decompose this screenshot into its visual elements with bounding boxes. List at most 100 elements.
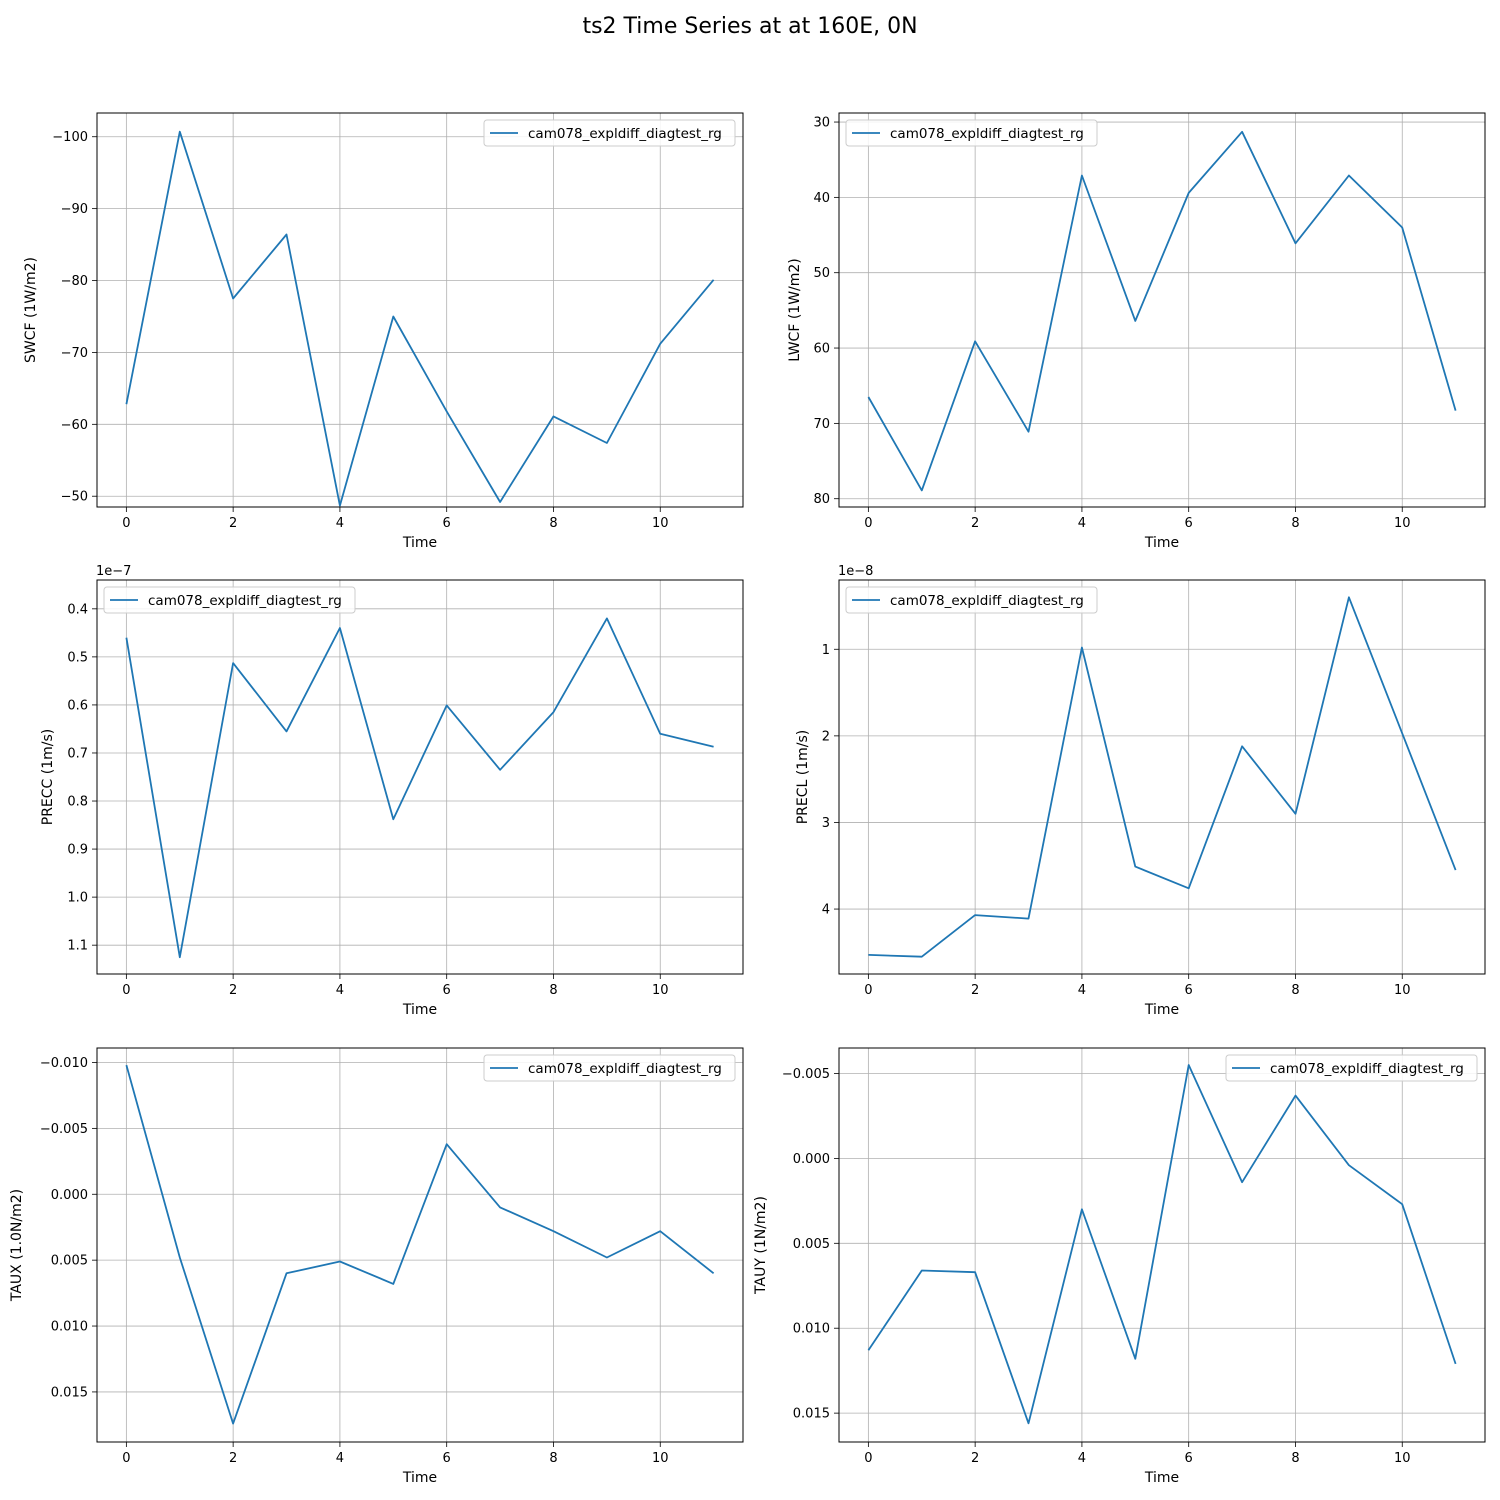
x-axis-label: Time (402, 1002, 437, 1018)
legend-label: cam078_expldiff_diagtest_rg (528, 126, 722, 142)
legend-box (845, 586, 1098, 614)
y-axis-label: TAUY (1N/m2) (753, 1196, 769, 1295)
y-tick-label: −0.005 (782, 1067, 830, 1082)
x-axis-label: Time (1144, 1002, 1179, 1018)
subplot-5: 0 2 4 6 8 10 −0.010 −0.005 0.000 0.005 0.010 0.015 T… (9, 1047, 744, 1486)
x-tick-label: 10 (1394, 983, 1411, 998)
x-tick-label: 8 (1291, 1451, 1299, 1466)
x-tick-label: 4 (1078, 1451, 1086, 1466)
axes-frame (838, 112, 1486, 508)
x-tick-label: 6 (1185, 983, 1193, 998)
legend: cam078_expldiff_diagtest_rg (483, 119, 736, 147)
y-axis-label: PRECC (1m/s) (40, 729, 56, 826)
x-tick-label: 2 (229, 1451, 237, 1466)
x-axis-label: Time (1144, 535, 1179, 551)
x-tick-label: 2 (971, 983, 979, 998)
legend-label: cam078_expldiff_diagtest_rg (890, 593, 1084, 609)
x-tick-label: 8 (1291, 516, 1299, 531)
x-tick-label: 0 (864, 983, 872, 998)
legend-label: cam078_expldiff_diagtest_rg (148, 593, 342, 609)
x-tick-label: 10 (652, 1451, 669, 1466)
series-line (125, 130, 715, 507)
legend: cam078_expldiff_diagtest_rg (845, 586, 1098, 614)
y-tick-label: 0.015 (51, 1385, 88, 1400)
x-axis-label: Time (402, 535, 437, 551)
legend-label: cam078_expldiff_diagtest_rg (528, 1061, 722, 1077)
legend: cam078_expldiff_diagtest_rg (483, 1054, 736, 1082)
y-offset-label: 1e−8 (838, 564, 873, 579)
y-tick-label: 0.005 (51, 1254, 88, 1269)
x-tick-label: 4 (336, 1451, 344, 1466)
y-tick-label: 1.0 (67, 891, 88, 906)
y-tick-label: 0.005 (793, 1237, 830, 1252)
legend-box (1225, 1054, 1478, 1082)
y-tick-label: −60 (61, 418, 88, 433)
y-axis-label: PRECL (1m/s) (795, 730, 811, 825)
series-line (867, 1064, 1457, 1425)
subplot-2: 0 2 4 6 8 10 30 40 50 60 70 80 Time LWCF (1W/m2) cam07… (787, 112, 1486, 551)
x-tick-label: 6 (443, 516, 451, 531)
y-tick-label: −50 (61, 490, 88, 505)
x-tick-label: 8 (549, 516, 557, 531)
figure-title: ts2 Time Series at at 160E, 0N (582, 14, 918, 39)
x-tick-label: 0 (864, 516, 872, 531)
x-tick-label: 2 (971, 516, 979, 531)
x-tick-label: 10 (652, 516, 669, 531)
x-tick-label: 0 (122, 516, 130, 531)
x-axis-label: Time (1144, 1470, 1179, 1486)
subplot-3: 0 2 4 6 8 10 0.4 0.5 0.6 0.7 0.8 0.9 1.0 1.1 Time PRECC… (40, 564, 744, 1018)
axes-frame (96, 1047, 744, 1443)
x-tick-label: 8 (549, 1451, 557, 1466)
y-axis-label: TAUX (1.0N/m2) (9, 1189, 25, 1302)
axes-frame (838, 579, 1486, 975)
x-tick-label: 6 (1185, 516, 1193, 531)
x-tick-label: 6 (1185, 1451, 1193, 1466)
y-tick-label: 0.6 (67, 698, 88, 713)
y-tick-label: −80 (61, 274, 88, 289)
x-tick-label: 6 (443, 1451, 451, 1466)
x-tick-label: 10 (1394, 1451, 1411, 1466)
x-tick-label: 8 (549, 983, 557, 998)
axes-frame (96, 579, 744, 975)
legend-box (483, 119, 736, 147)
legend: cam078_expldiff_diagtest_rg (1225, 1054, 1478, 1082)
x-tick-label: 6 (443, 983, 451, 998)
legend-box (483, 1054, 736, 1082)
x-tick-label: 4 (1078, 516, 1086, 531)
x-tick-label: 0 (122, 1451, 130, 1466)
legend: cam078_expldiff_diagtest_rg (103, 586, 356, 614)
legend: cam078_expldiff_diagtest_rg (845, 119, 1098, 147)
subplot-1: 0 2 4 6 8 10 −100 −90 −80 −70 −60 −50 Time SWCF (1W/m… (23, 112, 744, 551)
series-line (867, 130, 1457, 492)
x-tick-label: 2 (229, 983, 237, 998)
y-tick-label: 0.000 (51, 1188, 88, 1203)
y-tick-label: 0.000 (793, 1152, 830, 1167)
x-tick-label: 0 (864, 1451, 872, 1466)
y-tick-label: 0.4 (67, 602, 88, 617)
y-tick-label: 50 (813, 266, 830, 281)
y-offset-label: 1e−7 (96, 564, 131, 579)
x-tick-label: 4 (336, 983, 344, 998)
y-tick-label: −100 (52, 130, 88, 145)
legend-label: cam078_expldiff_diagtest_rg (1270, 1061, 1464, 1077)
y-tick-label: −70 (61, 346, 88, 361)
axes-frame (838, 1047, 1486, 1443)
x-tick-label: 4 (336, 516, 344, 531)
x-tick-label: 10 (652, 983, 669, 998)
series-line (125, 617, 714, 959)
y-tick-label: 0.015 (793, 1407, 830, 1422)
y-tick-label: 1.1 (67, 939, 88, 954)
y-tick-label: 0.7 (67, 746, 88, 761)
y-tick-label: 3 (822, 816, 830, 831)
legend-box (103, 586, 356, 614)
y-tick-label: 0.010 (793, 1322, 830, 1337)
axes-frame (96, 112, 744, 508)
x-tick-label: 10 (1394, 516, 1411, 531)
y-tick-label: 0.9 (67, 843, 88, 858)
legend-box (845, 119, 1098, 147)
y-tick-label: 0.010 (51, 1320, 88, 1335)
y-tick-label: −0.005 (40, 1122, 88, 1137)
x-tick-label: 4 (1078, 983, 1086, 998)
